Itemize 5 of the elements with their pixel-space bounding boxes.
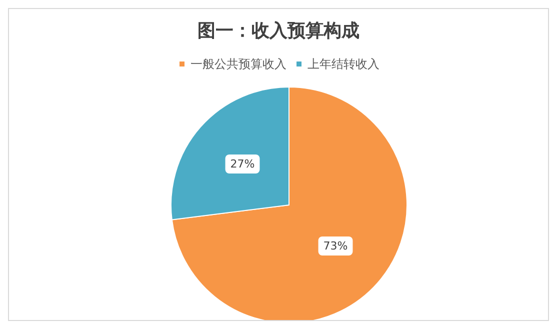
chart-title: 图一：收入预算构成	[198, 20, 360, 42]
legend-label: 一般公共预算收入	[190, 57, 286, 71]
data-label: 27%	[230, 158, 255, 170]
legend-label: 上年结转收入	[308, 57, 380, 71]
data-label: 73%	[323, 240, 348, 252]
